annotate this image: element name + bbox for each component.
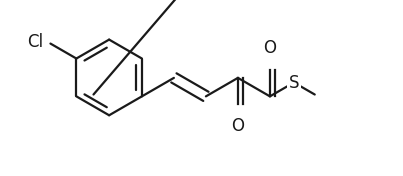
Text: O: O: [264, 39, 276, 57]
Text: S: S: [289, 74, 299, 92]
Text: O: O: [231, 117, 244, 135]
Text: Cl: Cl: [27, 33, 44, 51]
